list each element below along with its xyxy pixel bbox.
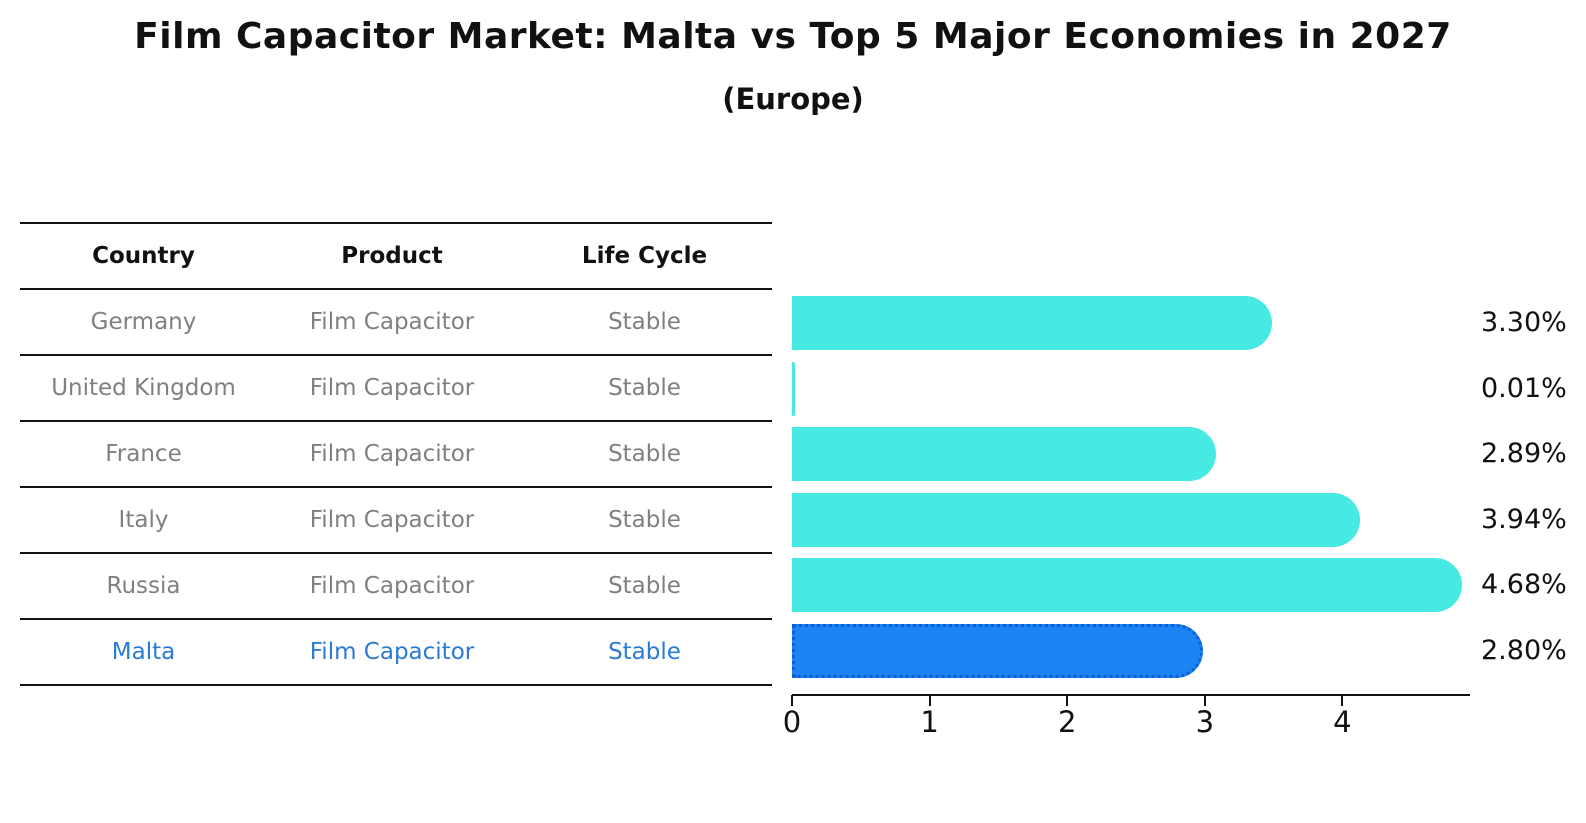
table-cell: Stable bbox=[608, 507, 681, 533]
table-cell: Italy bbox=[118, 507, 169, 533]
data-table: Country Product Life Cycle Germany Film Capa… bbox=[20, 222, 772, 686]
table-row-highlight: Malta Film Capacitor Stable bbox=[20, 620, 772, 686]
bar-value-label: 2.80% bbox=[1481, 634, 1567, 666]
x-tick bbox=[1341, 695, 1344, 706]
table-cell: Malta bbox=[111, 639, 176, 665]
table-row: Italy Film Capacitor Stable bbox=[20, 488, 772, 554]
bar-italy bbox=[792, 492, 1360, 547]
table-cell: Stable bbox=[608, 639, 681, 665]
table-row: Russia Film Capacitor Stable bbox=[20, 554, 772, 620]
table-cell: Stable bbox=[608, 309, 681, 335]
bar-value-label: 2.89% bbox=[1481, 438, 1567, 469]
bar-russia bbox=[792, 558, 1462, 612]
x-tick-label: 1 bbox=[920, 705, 939, 739]
bar-germany bbox=[792, 296, 1272, 350]
bar-united-kingdom bbox=[792, 361, 795, 416]
table-cell: United Kingdom bbox=[51, 375, 236, 401]
bar-value-label: 4.68% bbox=[1481, 569, 1567, 600]
bar-value-label: 3.30% bbox=[1481, 307, 1567, 338]
x-tick bbox=[928, 695, 931, 706]
x-tick bbox=[791, 695, 793, 706]
bar-france bbox=[792, 427, 1216, 481]
x-tick bbox=[1066, 695, 1069, 706]
table-cell: Film Capacitor bbox=[309, 639, 475, 665]
x-tick-label: 2 bbox=[1057, 705, 1077, 739]
x-tick-label: 0 bbox=[782, 705, 802, 739]
table-row: France Film Capacitor Stable bbox=[20, 422, 772, 488]
table-cell: Country bbox=[92, 243, 195, 269]
table-cell: Film Capacitor bbox=[309, 507, 475, 533]
bar-value-label: 3.94% bbox=[1481, 503, 1567, 535]
table-cell: France bbox=[105, 441, 182, 467]
table-cell: Stable bbox=[608, 441, 681, 467]
table-cell: Russia bbox=[106, 573, 181, 599]
x-axis-line bbox=[792, 694, 1470, 696]
chart-title: Film Capacitor Market: Malta vs Top 5 Ma… bbox=[134, 16, 1452, 57]
table-row: United Kingdom Film Capacitor Stable bbox=[20, 356, 772, 422]
chart-subtitle: (Europe) bbox=[722, 82, 864, 116]
table-cell: Film Capacitor bbox=[309, 375, 475, 401]
table-cell: Stable bbox=[608, 375, 681, 401]
table-cell: Product bbox=[341, 243, 443, 269]
table-row: Germany Film Capacitor Stable bbox=[20, 290, 772, 356]
x-tick-label: 4 bbox=[1333, 705, 1352, 739]
bar-malta bbox=[792, 623, 1203, 678]
table-cell: Film Capacitor bbox=[309, 441, 475, 467]
table-header-row: Country Product Life Cycle bbox=[20, 224, 772, 290]
x-tick-label: 3 bbox=[1195, 705, 1215, 739]
x-tick bbox=[1203, 695, 1206, 706]
table-cell: Life Cycle bbox=[581, 243, 708, 269]
table-cell: Film Capacitor bbox=[309, 309, 475, 335]
table-cell: Germany bbox=[90, 309, 197, 335]
bar-value-label: 0.01% bbox=[1481, 372, 1567, 404]
table-cell: Stable bbox=[608, 573, 681, 599]
table-cell: Film Capacitor bbox=[309, 573, 475, 599]
